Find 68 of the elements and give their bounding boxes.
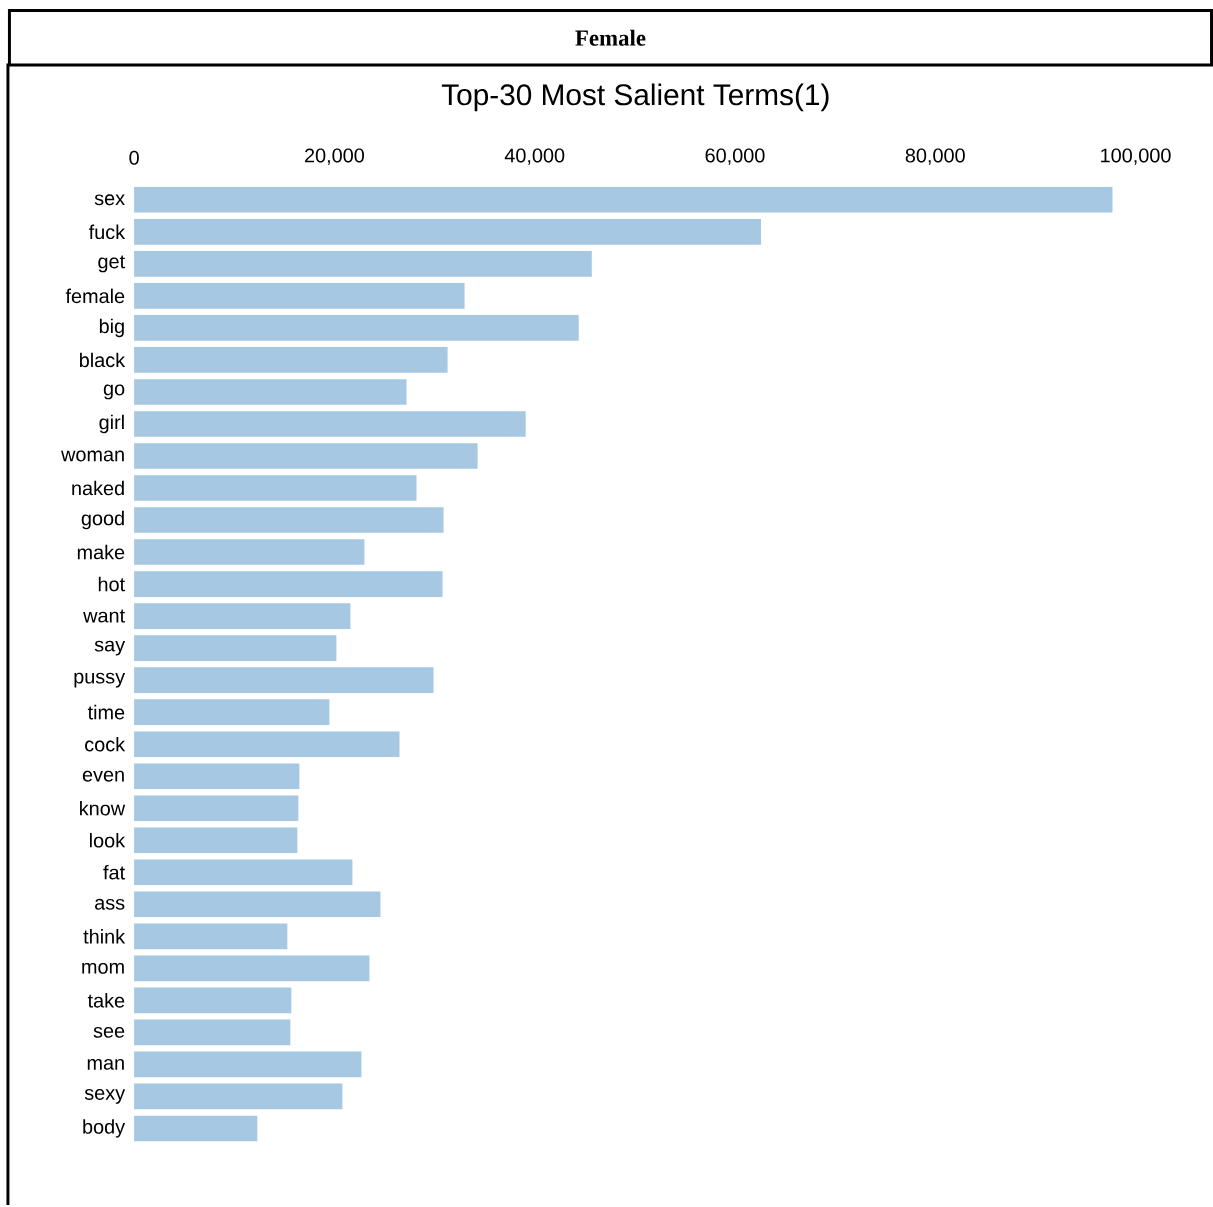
bar — [134, 379, 407, 405]
x-tick-label: 40,000 — [504, 148, 565, 166]
y-tick-label: look — [90, 833, 126, 848]
bar — [134, 955, 370, 982]
y-tick-label: even — [82, 771, 124, 782]
y-tick-label: naked — [72, 480, 124, 496]
bar — [134, 251, 592, 277]
bar — [134, 283, 465, 309]
y-tick-label: get — [98, 255, 125, 273]
y-tick-label: see — [93, 1027, 125, 1039]
y-tick-label: pussy — [74, 672, 126, 688]
x-tick-label: 60,000 — [705, 148, 765, 166]
bar — [134, 795, 299, 822]
bar — [134, 987, 292, 1014]
bar — [134, 1083, 343, 1110]
bar — [134, 1051, 362, 1078]
y-tick-label: time — [87, 705, 125, 720]
bar — [134, 699, 330, 726]
y-tick-label: good — [81, 511, 124, 530]
y-tick-label: ass — [95, 899, 125, 910]
x-tick-label: 100,000 — [1101, 148, 1171, 166]
y-tick-label: sexy — [84, 1089, 126, 1105]
chart-subtitle: Top-30 Most Salient Terms(1) — [441, 83, 829, 112]
y-tick-label: fuck — [88, 224, 126, 240]
y-tick-label: cock — [85, 737, 126, 752]
x-tick-label: 20,000 — [305, 148, 365, 166]
bar — [134, 475, 417, 502]
bar — [134, 347, 448, 373]
y-tick-label: take — [87, 993, 125, 1008]
y-tick-label: hot — [98, 577, 125, 592]
y-tick-label: black — [80, 352, 126, 368]
bar — [134, 443, 478, 470]
y-tick-label: want — [83, 609, 125, 623]
bar — [134, 507, 444, 534]
bar — [134, 539, 365, 566]
bar — [134, 635, 337, 662]
y-tick-label: girl — [99, 414, 124, 434]
bar — [134, 667, 434, 694]
y-tick-label: big — [99, 318, 124, 338]
y-tick-label: say — [94, 640, 126, 656]
bar — [134, 827, 298, 854]
y-tick-label: body — [83, 1119, 126, 1138]
y-tick-label: man — [87, 1059, 124, 1071]
bar — [134, 411, 526, 438]
bar — [134, 219, 761, 245]
y-tick-label: female — [65, 288, 125, 304]
y-tick-label: know — [80, 801, 126, 816]
bar — [134, 923, 288, 950]
bar — [134, 891, 381, 918]
bar — [134, 571, 443, 598]
y-tick-label: go — [103, 384, 125, 400]
y-tick-label: woman — [61, 450, 124, 462]
y-tick-label: fat — [103, 865, 125, 880]
bar — [134, 763, 300, 790]
bar — [134, 731, 400, 758]
chart-title: Female — [575, 29, 646, 47]
bar — [134, 859, 353, 886]
bar — [134, 315, 579, 341]
y-tick-label: mom — [82, 963, 124, 975]
y-tick-label: think — [83, 929, 126, 944]
y-tick-label: make — [77, 544, 125, 560]
bar — [134, 1019, 291, 1046]
bar — [134, 603, 351, 630]
x-tick-label: 80,000 — [905, 148, 965, 166]
bar — [134, 187, 1113, 213]
x-tick-label: 0 — [129, 151, 139, 166]
y-tick-label: sex — [94, 194, 125, 206]
bar — [134, 1115, 258, 1142]
